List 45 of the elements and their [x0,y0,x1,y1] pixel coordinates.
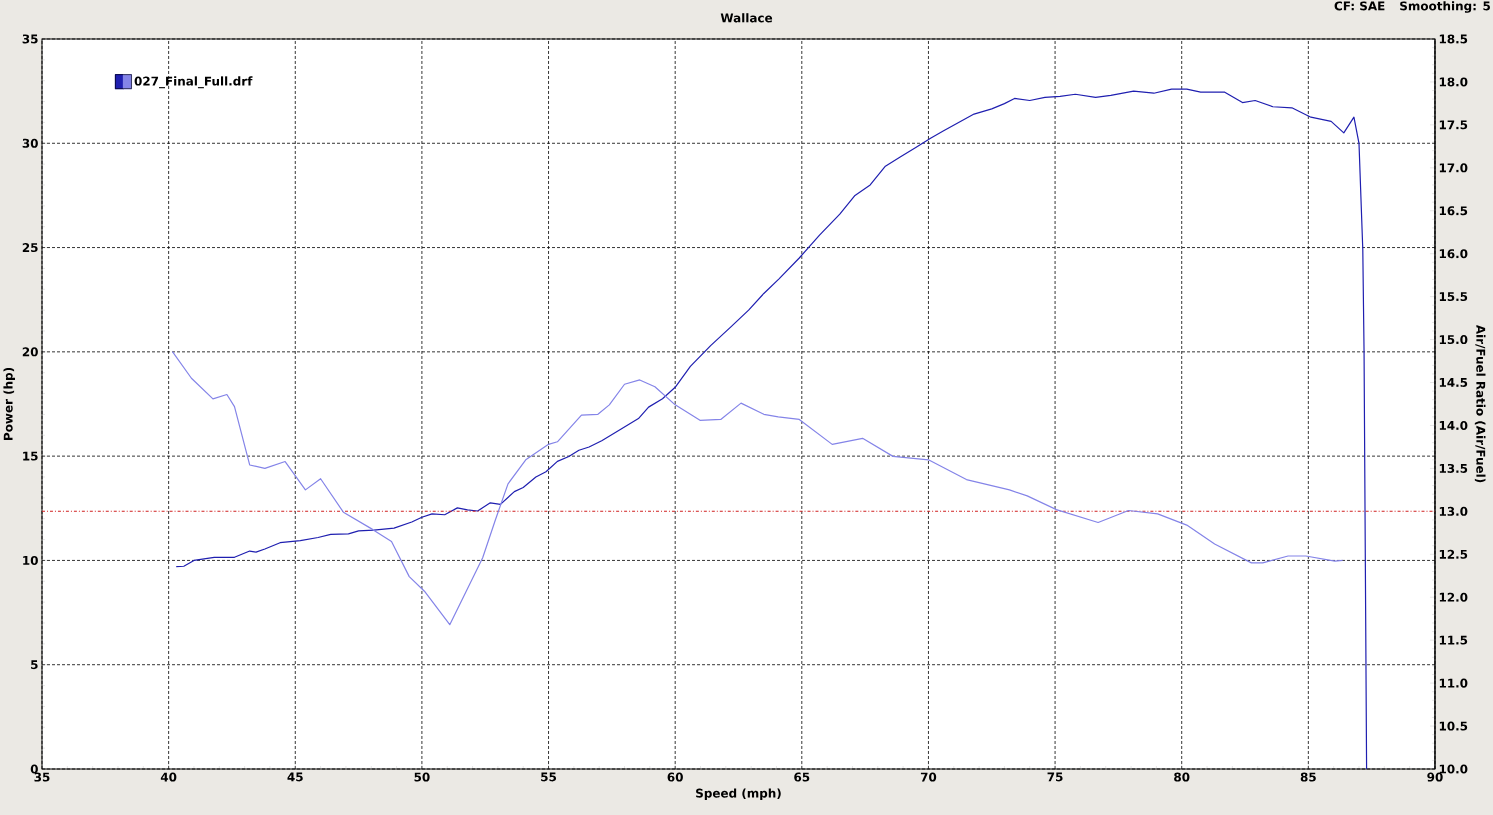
y2-tick-label: 10.0 [1439,764,1468,774]
y2-axis-title: Air/Fuel Ratio (Air/Fuel) [1474,324,1486,483]
y2-tick-label: 10.5 [1439,721,1468,731]
y2-tick-label: 12.5 [1439,549,1468,559]
y2-tick-label: 14.0 [1439,420,1468,430]
x-tick-label: 50 [414,772,430,782]
y2-tick-label: 12.0 [1439,592,1468,602]
y-tick-label: 5 [31,660,38,670]
y2-tick-label: 14.5 [1439,378,1468,387]
y2-tick-label: 18.5 [1439,34,1468,44]
y-axis-title: Power (hp) [3,367,15,440]
y2-tick-label: 13.0 [1439,506,1468,516]
y-tick-label: 35 [22,34,38,44]
y-tick-label: 0 [30,764,38,774]
text: Smoothing: 5 [1400,1,1490,13]
y2-tick-label: 11.5 [1439,635,1468,645]
y2-tick-label: 15.5 [1439,292,1468,302]
text: CF: SAE [1334,1,1385,11]
y2-tick-label: 18.0 [1439,77,1468,87]
y2-tick-label: 11.0 [1439,678,1468,688]
x-tick-label: 60 [667,772,683,782]
y2-tick-label: 13.5 [1439,463,1468,473]
legend-label: 027_Final_Full.drf [134,76,253,89]
y2-tick-label: 17.5 [1439,120,1468,130]
x-tick-label: 70 [920,772,937,782]
y2-tick-label: 16.0 [1439,249,1468,259]
chart-subtitle: Wallace [720,13,773,23]
x-tick-label: 80 [1174,772,1190,782]
x-axis-title: Speed (mph) [696,788,781,800]
x-tick-label: 45 [287,772,303,782]
y-tick-label: 20 [22,347,38,357]
y2-tick-label: 15.0 [1439,335,1468,345]
x-tick-label: 65 [794,772,810,782]
y-tick-label: 15 [23,451,38,461]
x-tick-label: 90 [1427,772,1443,782]
y2-tick-label: 17.0 [1439,163,1468,173]
y-tick-label: 30 [22,138,38,148]
y-tick-label: 25 [22,243,38,253]
line-series [171,351,1344,626]
x-tick-label: 85 [1300,772,1316,782]
y2-tick-label: 16.5 [1439,206,1468,216]
x-tick-label: 55 [541,772,557,782]
y-tick-label: 10 [23,555,38,565]
x-tick-label: 75 [1047,772,1063,782]
x-tick-label: 40 [160,772,177,782]
